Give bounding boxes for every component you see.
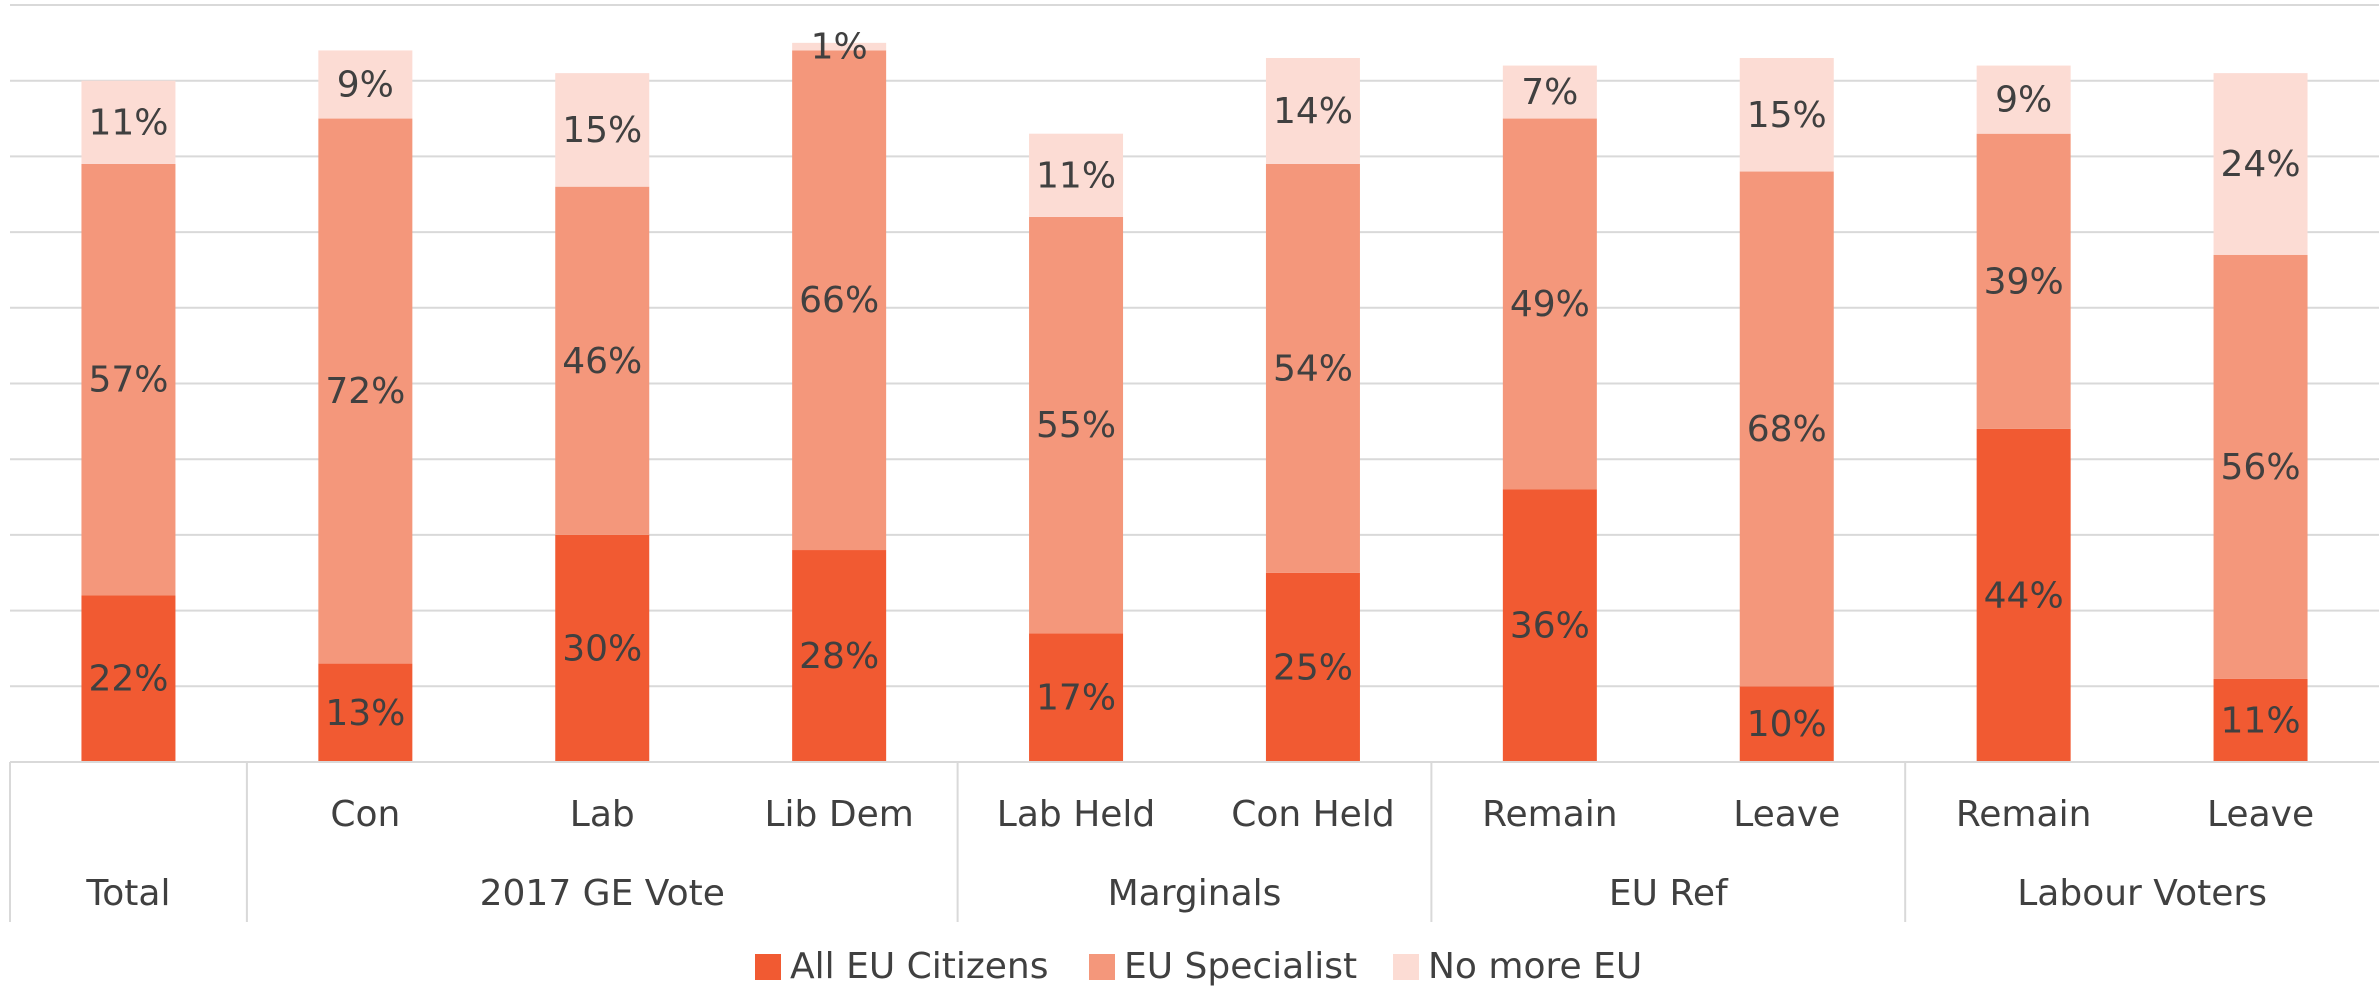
value-label: 36%: [1510, 606, 1590, 647]
bar-segment: [81, 163, 176, 596]
bar-segment: [1265, 163, 1360, 573]
bar-segment: [1976, 65, 2071, 134]
bar-segment: [1739, 171, 1834, 687]
value-label: 54%: [1273, 348, 1353, 389]
bar-segment: [555, 534, 650, 762]
group-label: Labour Voters: [2017, 873, 2267, 914]
bar-segment: [318, 663, 413, 762]
group-label: Marginals: [1108, 873, 1282, 914]
value-label: 66%: [799, 280, 879, 321]
bar-segment: [81, 80, 176, 164]
x-tick-label: Lib Dem: [765, 794, 914, 835]
value-label: 68%: [1747, 409, 1827, 450]
bar-segment: [1502, 65, 1597, 119]
value-label: 10%: [1747, 704, 1827, 745]
value-label: 46%: [562, 341, 642, 382]
legend-label: No more EU: [1428, 946, 1642, 987]
legend-label: All EU Citizens: [790, 946, 1049, 987]
legend-swatch: [1393, 954, 1419, 980]
x-tick-label: Leave: [1733, 794, 1840, 835]
x-tick-label: Con Held: [1231, 794, 1395, 835]
value-label: 25%: [1273, 647, 1353, 688]
bar-segment: [2213, 73, 2308, 255]
value-label: 72%: [325, 371, 405, 412]
x-tick-label: Lab: [570, 794, 635, 835]
x-tick-label: Lab Held: [997, 794, 1155, 835]
bar-segment: [1976, 428, 2071, 762]
bar-segment: [792, 550, 887, 762]
bar-segment: [555, 73, 650, 187]
legend-swatch: [755, 954, 781, 980]
value-label: 13%: [325, 693, 405, 734]
bar-segment: [1739, 686, 1834, 762]
value-label: 11%: [2221, 700, 2301, 741]
group-label: EU Ref: [1609, 873, 1729, 914]
value-label: 44%: [1984, 575, 2064, 616]
bar-segment: [792, 42, 887, 51]
value-label: 22%: [88, 659, 168, 700]
value-label: 39%: [1984, 261, 2064, 302]
value-label: 11%: [1036, 155, 1116, 196]
bar-segment: [1976, 133, 2071, 429]
bar-segment: [318, 118, 413, 664]
value-label: 57%: [88, 360, 168, 401]
bar-segment: [555, 186, 650, 535]
bar-segment: [1502, 489, 1597, 762]
x-tick-label: Remain: [1956, 794, 2092, 835]
bar-segment: [1029, 216, 1124, 634]
value-label: 15%: [562, 110, 642, 151]
value-label: 14%: [1273, 91, 1353, 132]
value-label: 15%: [1747, 95, 1827, 136]
group-label: Total: [85, 873, 170, 914]
value-label: 17%: [1036, 678, 1116, 719]
value-label: 55%: [1036, 405, 1116, 446]
bar-segment: [1029, 633, 1124, 762]
value-label: 11%: [88, 102, 168, 143]
bar-segment: [81, 595, 176, 762]
bar-segment: [1739, 57, 1834, 172]
bar-segment: [318, 50, 413, 119]
bar-segment: [1265, 57, 1360, 164]
value-label: 7%: [1521, 72, 1578, 113]
bar-segment: [792, 50, 887, 551]
legend-label: EU Specialist: [1124, 946, 1357, 987]
value-label: 30%: [562, 628, 642, 669]
bar-segment: [1502, 118, 1597, 490]
value-label: 1%: [811, 27, 868, 68]
bar-segment: [2213, 254, 2308, 679]
value-label: 9%: [337, 64, 394, 105]
group-label: 2017 GE Vote: [480, 873, 725, 914]
legend-swatch: [1089, 954, 1115, 980]
value-label: 49%: [1510, 284, 1590, 325]
value-label: 24%: [2221, 144, 2301, 185]
x-tick-label: Remain: [1482, 794, 1618, 835]
value-label: 9%: [1995, 80, 2052, 121]
bar-segment: [1265, 572, 1360, 762]
value-label: 28%: [799, 636, 879, 677]
value-label: 56%: [2221, 447, 2301, 488]
x-tick-label: Leave: [2207, 794, 2314, 835]
x-tick-label: Con: [330, 794, 400, 835]
bar-segment: [2213, 678, 2308, 762]
bar-segment: [1029, 133, 1124, 217]
